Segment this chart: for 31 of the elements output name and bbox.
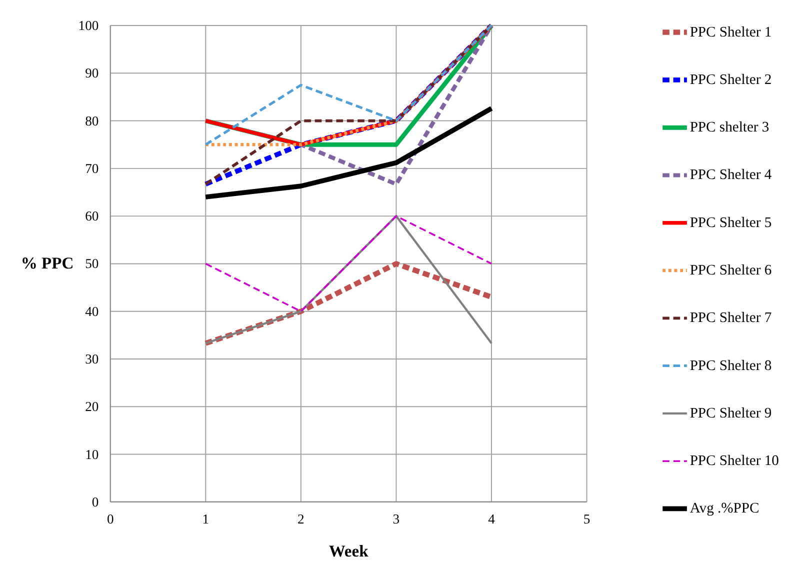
legend-label: PPC Shelter 10 xyxy=(690,453,779,470)
legend-label: PPC Shelter 8 xyxy=(690,358,772,374)
legend-label: PPC shelter 3 xyxy=(690,120,770,136)
legend-label: Avg .%PPC xyxy=(690,500,760,517)
x-tick-label: 1 xyxy=(202,511,210,526)
legend-label: PPC Shelter 9 xyxy=(690,405,772,422)
x-tick-label: 5 xyxy=(583,511,590,526)
legend-label: PPC Shelter 5 xyxy=(690,214,772,231)
legend-label: PPC Shelter 2 xyxy=(690,72,772,88)
y-tick-label: 90 xyxy=(85,66,99,81)
legend-label: PPC Shelter 7 xyxy=(690,310,772,326)
y-tick-label: 70 xyxy=(85,160,99,176)
legend-label: PPC Shelter 6 xyxy=(690,262,772,279)
y-tick-label: 100 xyxy=(78,18,99,33)
y-axis-title: % PPC xyxy=(20,254,74,273)
y-tick-label: 60 xyxy=(85,208,99,224)
x-tick-label: 2 xyxy=(298,511,305,526)
y-tick-label: 10 xyxy=(85,446,99,462)
y-tick-label: 20 xyxy=(85,399,99,414)
line-series xyxy=(203,106,494,200)
x-tick-label: 3 xyxy=(392,511,400,526)
y-tick-label: 50 xyxy=(85,256,99,272)
legend-label: PPC Shelter 1 xyxy=(690,24,772,40)
x-axis-title: Week xyxy=(328,541,370,560)
legend-label: PPC Shelter 4 xyxy=(690,167,772,184)
x-tick-label: 0 xyxy=(106,511,114,526)
y-tick-label: 40 xyxy=(85,304,99,319)
y-tick-label: 30 xyxy=(85,351,99,366)
y-tick-label: 80 xyxy=(85,113,99,128)
x-tick-label: 4 xyxy=(488,511,496,526)
y-tick-label: 0 xyxy=(92,494,99,510)
